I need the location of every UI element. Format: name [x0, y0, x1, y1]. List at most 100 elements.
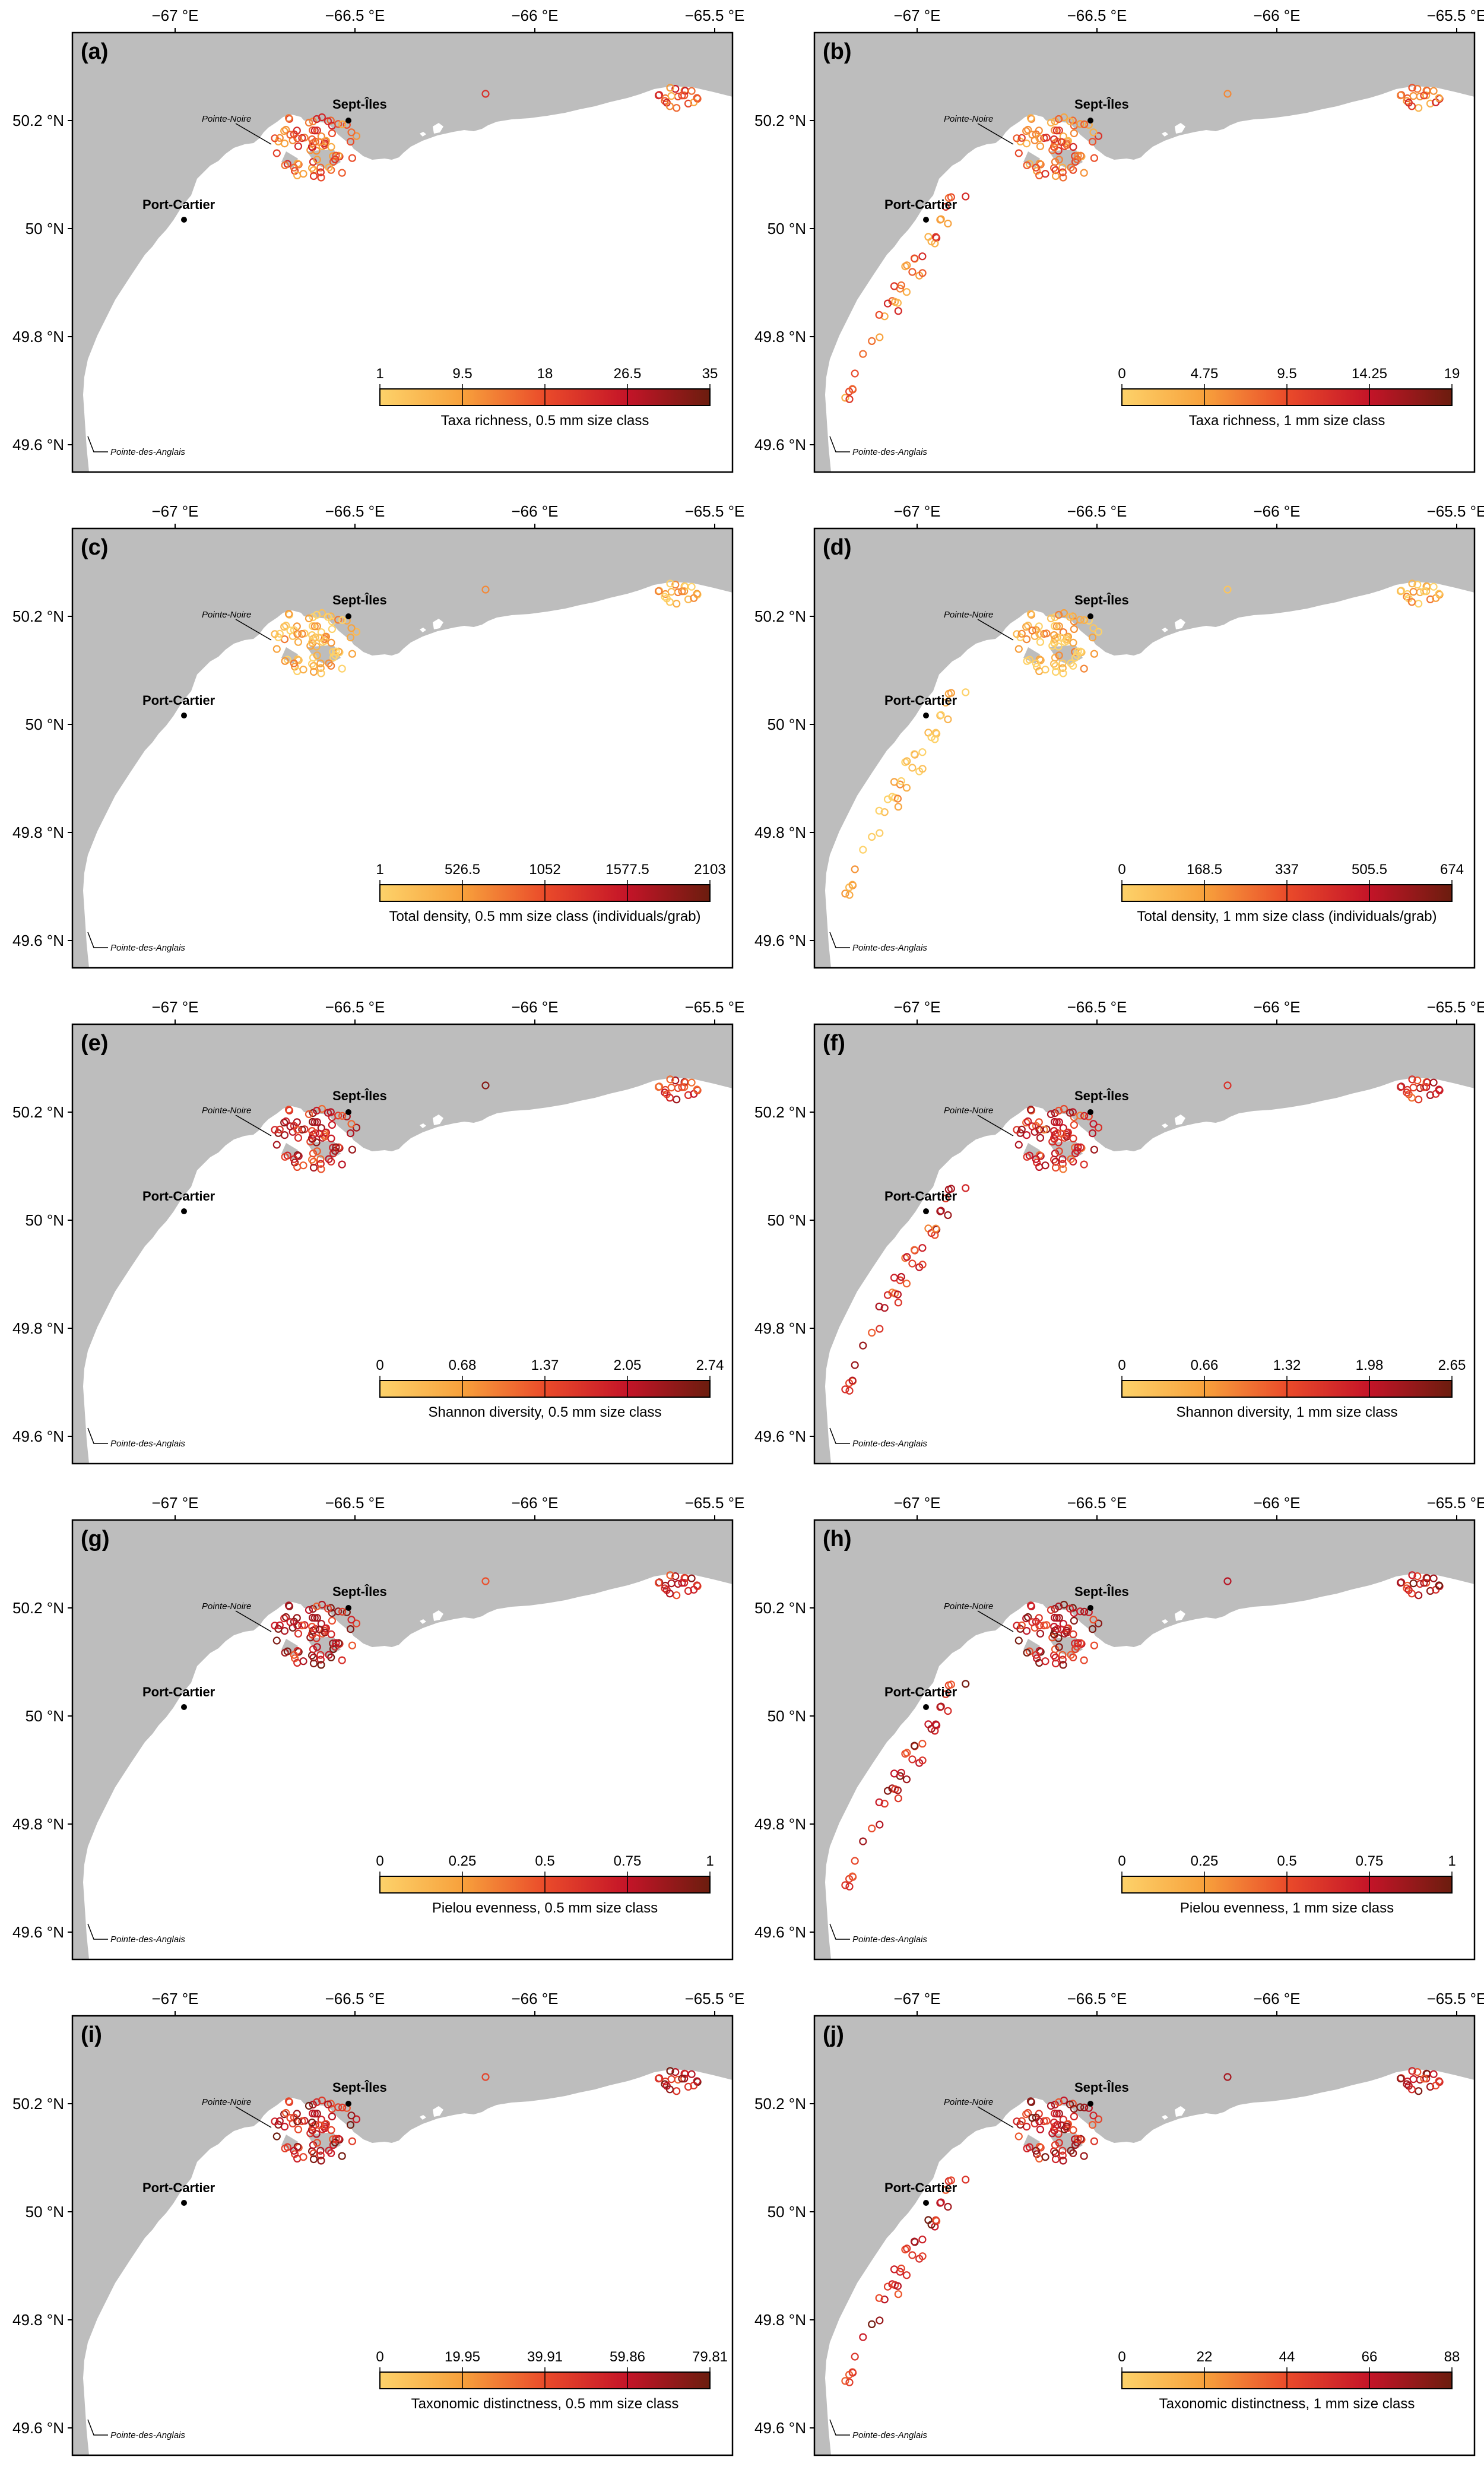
legend-tick-label: 1052 [529, 862, 560, 878]
station-marker [316, 1129, 324, 1138]
station-marker [1024, 1613, 1032, 1622]
station-marker [313, 610, 321, 619]
island [1175, 2106, 1185, 2117]
pointe-noire-label: Pointe-Noire [202, 1106, 251, 1116]
station-marker [1040, 2117, 1048, 2126]
island [433, 123, 443, 134]
station-marker [927, 2221, 936, 2229]
station-marker [313, 126, 321, 135]
station-marker [305, 614, 313, 623]
station-marker [947, 2176, 955, 2184]
lon-tick-label: −66 °E [1253, 1494, 1300, 1512]
station-marker [944, 2202, 952, 2211]
port-cartier-marker [181, 217, 187, 223]
station-marker [868, 1328, 876, 1337]
station-marker [893, 299, 902, 307]
station-marker [324, 1109, 332, 1117]
station-marker [918, 2236, 927, 2244]
lat-tick-label: 50 °N [26, 1211, 64, 1229]
station-marker [1051, 1645, 1060, 1654]
station-marker [918, 765, 927, 773]
station-marker [841, 1881, 849, 1889]
legend-tick-label: 22 [1197, 2349, 1213, 2365]
lat-tick-label: 50.2 °N [12, 2095, 64, 2113]
station-marker [876, 2316, 884, 2325]
station-marker [1067, 163, 1075, 172]
station-marker [654, 1082, 663, 1091]
port-cartier-label: Port-Cartier [142, 1189, 215, 1204]
station-marker [931, 729, 940, 737]
port-cartier-marker [923, 2200, 929, 2206]
lon-tick-label: −66 °E [511, 502, 558, 520]
legend-title: Total density, 0.5 mm size class (indivi… [389, 908, 700, 924]
station-marker [859, 350, 867, 358]
legend-tick-label: 1.32 [1273, 1357, 1301, 1373]
legend-tick-label: 26.5 [614, 366, 642, 382]
station-marker [282, 125, 290, 134]
station-marker [332, 2135, 340, 2143]
islet [822, 417, 823, 426]
station-marker [1403, 97, 1411, 105]
island [420, 132, 426, 137]
station-marker [1088, 634, 1097, 642]
station-marker [1420, 587, 1428, 596]
port-cartier-marker [181, 713, 187, 718]
station-marker [684, 1091, 693, 1100]
island [1156, 1633, 1164, 1640]
station-marker [1069, 143, 1077, 151]
station-marker [328, 1120, 336, 1129]
station-marker [1058, 659, 1067, 667]
legend-tick-label: 0 [1118, 2349, 1125, 2365]
panel-letter: (c) [81, 535, 108, 560]
station-marker [1014, 1141, 1023, 1149]
station-marker [1073, 155, 1082, 163]
station-marker [910, 1742, 919, 1750]
station-marker [1080, 169, 1088, 177]
station-marker [1052, 126, 1061, 135]
pointe-des-anglais-label: Pointe-des-Anglais [852, 447, 927, 457]
station-marker [1069, 1630, 1077, 1638]
lon-tick-label: −66 °E [1253, 502, 1300, 520]
station-marker [918, 2252, 927, 2260]
station-marker [941, 698, 950, 707]
station-marker [290, 659, 298, 667]
station-marker [947, 689, 955, 697]
station-marker [334, 616, 343, 624]
lat-tick-label: 50.2 °N [12, 607, 64, 625]
station-marker [908, 1259, 917, 1268]
lat-tick-label: 49.6 °N [12, 436, 64, 454]
station-marker [883, 795, 892, 803]
station-marker [1059, 669, 1067, 677]
station-marker [286, 1618, 294, 1626]
station-marker [324, 613, 332, 621]
station-marker [1066, 117, 1074, 125]
legend-tick-label: 2.74 [696, 1357, 724, 1373]
station-marker [317, 2157, 325, 2165]
pointe-noire-leader [235, 123, 272, 145]
lon-tick-label: −65.5 °E [685, 7, 745, 24]
station-marker [687, 2070, 696, 2078]
station-marker [286, 1122, 294, 1131]
station-marker [352, 628, 361, 636]
station-marker [868, 1824, 876, 1833]
lon-tick-label: −66 °E [1253, 7, 1300, 24]
port-cartier-label: Port-Cartier [142, 197, 215, 212]
station-marker [309, 2155, 318, 2164]
station-marker [1420, 1579, 1428, 1587]
station-marker [347, 128, 356, 137]
station-marker [294, 1629, 303, 1638]
station-marker [327, 1134, 335, 1142]
station-marker [338, 1607, 347, 1616]
station-marker [1055, 610, 1063, 619]
station-marker [271, 630, 279, 638]
station-marker [1094, 628, 1103, 636]
stations [271, 1571, 702, 1669]
lon-tick-label: −65.5 °E [1427, 1990, 1484, 2008]
lon-tick-label: −66.5 °E [325, 998, 385, 1016]
pointe-des-anglais-leader [829, 1923, 850, 1940]
station-marker [876, 333, 884, 341]
lat-tick-label: 49.8 °N [12, 328, 64, 346]
station-marker [1067, 1155, 1075, 1163]
station-marker [848, 881, 857, 889]
station-marker [1032, 659, 1040, 667]
